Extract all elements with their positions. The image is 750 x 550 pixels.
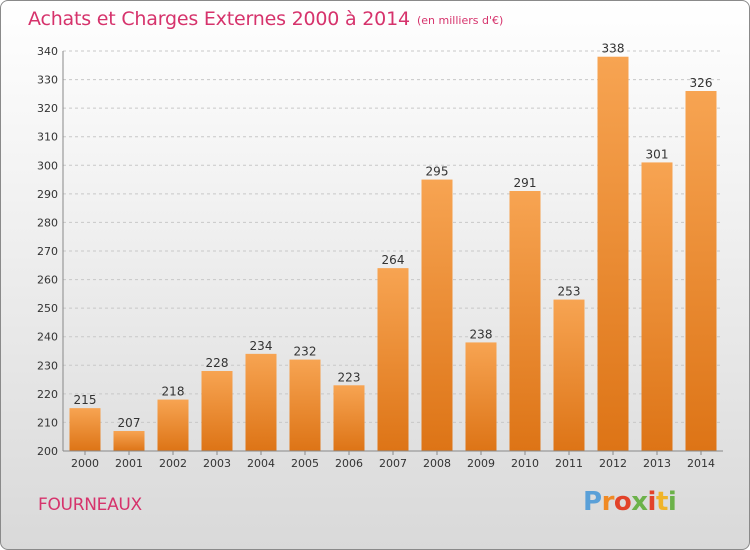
bar-2007: [377, 268, 409, 451]
value-label-2007: 264: [382, 253, 405, 267]
logo-letter: x: [631, 487, 648, 517]
y-tick-label: 270: [37, 245, 58, 258]
value-label-2009: 238: [470, 327, 493, 341]
bar-2011: [553, 299, 585, 451]
value-label-2010: 291: [514, 176, 537, 190]
y-tick-label: 320: [37, 102, 58, 115]
value-label-2001: 207: [118, 416, 141, 430]
value-label-2008: 295: [426, 165, 449, 179]
logo-letter: t: [655, 487, 668, 517]
bar-2001: [113, 431, 145, 451]
x-tick-label-2007: 2007: [379, 457, 407, 470]
x-tick-label-2012: 2012: [599, 457, 627, 470]
bar-2002: [157, 399, 189, 451]
y-tick-label: 290: [37, 188, 58, 201]
y-tick-label: 310: [37, 131, 58, 144]
x-tick-label-2010: 2010: [511, 457, 539, 470]
value-label-2003: 228: [206, 356, 229, 370]
x-tick-label-2001: 2001: [115, 457, 143, 470]
x-tick-label-2011: 2011: [555, 457, 583, 470]
chart-subtitle: (en milliers d'€): [417, 14, 504, 27]
y-tick-label: 280: [37, 216, 58, 229]
bar-2008: [421, 179, 453, 452]
y-tick-label: 210: [37, 416, 58, 429]
value-label-2014: 326: [690, 76, 713, 90]
bar-2005: [289, 359, 321, 451]
logo-letter: i: [667, 487, 677, 517]
value-label-2006: 223: [338, 370, 361, 384]
value-label-2013: 301: [646, 147, 669, 161]
x-tick-label-2002: 2002: [159, 457, 187, 470]
y-tick-label: 250: [37, 302, 58, 315]
y-tick-label: 200: [37, 445, 58, 458]
bar-2006: [333, 385, 365, 451]
x-tick-label-2004: 2004: [247, 457, 275, 470]
y-tick-label: 230: [37, 359, 58, 372]
y-tick-label: 340: [37, 45, 58, 58]
bar-2012: [597, 56, 629, 451]
value-label-2004: 234: [250, 339, 273, 353]
x-tick-label-2013: 2013: [643, 457, 671, 470]
bar-2003: [201, 371, 233, 451]
bar-layer: [69, 56, 717, 452]
y-tick-label: 260: [37, 274, 58, 287]
bar-2000: [69, 408, 101, 451]
value-label-2005: 232: [294, 345, 317, 359]
y-tick-label: 300: [37, 159, 58, 172]
value-label-2000: 215: [74, 393, 97, 407]
x-tick-label-2014: 2014: [687, 457, 715, 470]
axis-layer: 200 210 220 230 240 250 260 270 280 290 300 310 320 3…: [37, 45, 723, 470]
y-tick-label: 330: [37, 74, 58, 87]
y-tick-label: 220: [37, 388, 58, 401]
value-label-2012: 338: [602, 42, 625, 56]
logo-letter: i: [647, 487, 657, 517]
bar-2009: [465, 342, 497, 451]
commune-name: FOURNEAUX: [38, 495, 142, 515]
label-layer: 215 207 218 228 234 232 223 264 295 238 291 253 338 3…: [74, 42, 713, 430]
bar-2014: [685, 91, 717, 451]
bar-2013: [641, 162, 673, 451]
value-label-2002: 218: [162, 385, 185, 399]
logo-letter: P: [583, 487, 602, 517]
x-tick-label-2009: 2009: [467, 457, 495, 470]
x-tick-label-2008: 2008: [423, 457, 451, 470]
x-tick-label-2000: 2000: [71, 457, 99, 470]
y-tick-label: 240: [37, 331, 58, 344]
bar-2004: [245, 353, 277, 451]
proxiti-logo[interactable]: Proxiti: [583, 487, 677, 517]
value-label-2011: 253: [558, 285, 581, 299]
x-tick-label-2006: 2006: [335, 457, 363, 470]
logo-letter: o: [613, 487, 632, 517]
x-tick-label-2005: 2005: [291, 457, 319, 470]
chart-title: Achats et Charges Externes 2000 à 2014: [28, 8, 410, 30]
x-tick-label-2003: 2003: [203, 457, 231, 470]
logo-letter: r: [601, 487, 615, 517]
bar-2010: [509, 191, 541, 451]
